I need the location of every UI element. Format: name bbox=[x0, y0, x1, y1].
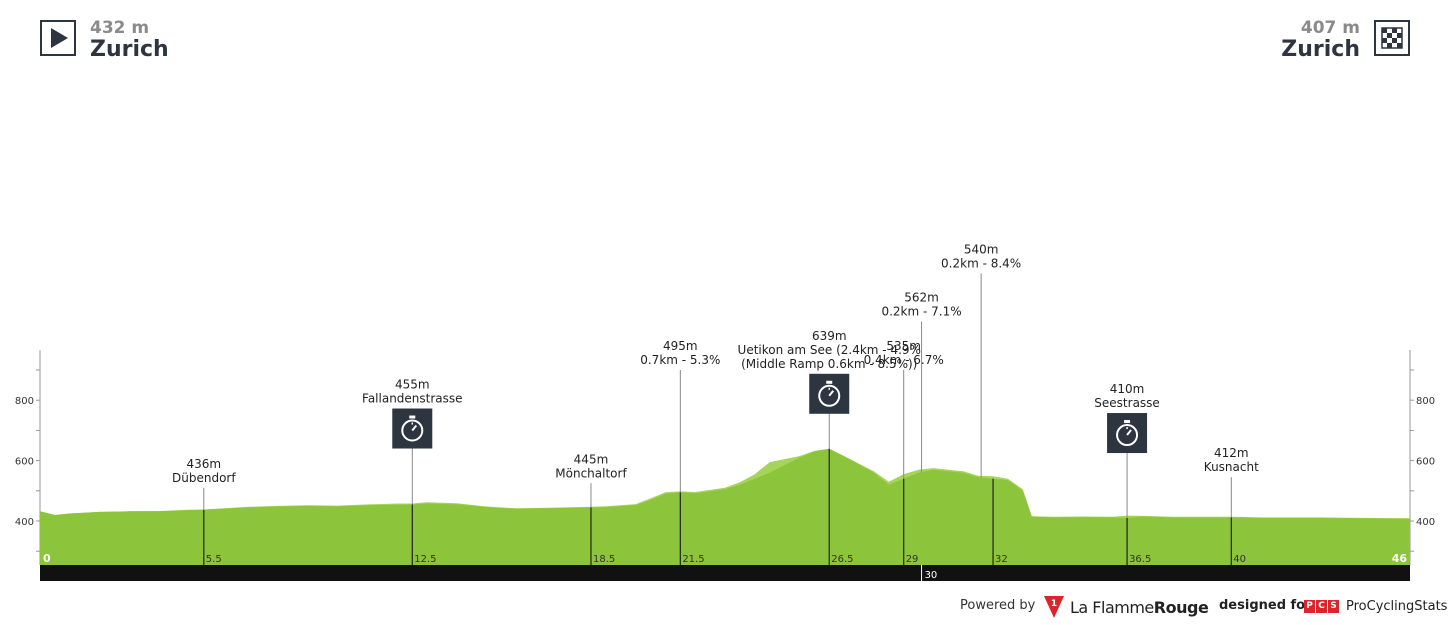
annotation-label-line: 562m bbox=[904, 291, 939, 305]
procyclingstats-logo[interactable]: P C S ProCyclingStats bbox=[1304, 599, 1447, 614]
laflammerouge-brand-b: Rouge bbox=[1153, 597, 1209, 617]
powered-by-label: Powered by bbox=[960, 598, 1036, 613]
annotation-label-line: 412m bbox=[1214, 446, 1249, 460]
designed-for-label: designed for bbox=[1219, 598, 1312, 613]
annotation-label-line: Fallandenstrasse bbox=[362, 392, 463, 406]
pcs-name: ProCyclingStats bbox=[1346, 599, 1448, 614]
annotation-label-line: 0.4km - 6.7% bbox=[864, 353, 944, 367]
stopwatch-icon-dial bbox=[818, 384, 841, 407]
km-end-label: 46 bbox=[1392, 552, 1408, 565]
annotation-label-line: (Middle Ramp 0.6km - 8.5%)) bbox=[741, 357, 917, 371]
pcs-letter-c: C bbox=[1316, 600, 1327, 613]
y-tick-label-left: 600 bbox=[15, 457, 34, 468]
annotation-label-line: 455m bbox=[395, 378, 430, 392]
annotation-label-line: Dübendorf bbox=[172, 471, 236, 485]
start-city: Zurich bbox=[90, 37, 169, 62]
annotation-label-line: 0.7km - 5.3% bbox=[640, 353, 720, 367]
km-marker-label: 5.5 bbox=[206, 554, 222, 565]
laflammerouge-brand-a: La Flamme bbox=[1070, 597, 1154, 617]
stopwatch-icon bbox=[809, 373, 850, 414]
finish-city: Zurich bbox=[1281, 37, 1360, 62]
annotation-label-line: 495m bbox=[663, 339, 698, 353]
laflammerouge-number: 1 bbox=[1051, 599, 1057, 609]
stopwatch-icon-crown bbox=[826, 380, 833, 384]
annotation-label-line: Kusnacht bbox=[1204, 460, 1259, 474]
laflammerouge-flag-icon: 1 bbox=[1044, 596, 1064, 618]
km-marker-label: 12.5 bbox=[414, 554, 436, 565]
annotation-label-line: 436m bbox=[187, 457, 222, 471]
stopwatch-icon-dial bbox=[401, 419, 424, 442]
stopwatch-icon-hand bbox=[828, 390, 835, 397]
finish-altitude: 407 m bbox=[1300, 18, 1360, 38]
profile-area-dark bbox=[40, 448, 1410, 565]
y-tick-label-right: 400 bbox=[1416, 517, 1435, 528]
annotation-label-line: 445m bbox=[574, 452, 609, 466]
stopwatch-icon-crown bbox=[1124, 420, 1131, 424]
stopwatch-icon bbox=[1107, 413, 1148, 454]
stopwatch-icon-bg bbox=[1107, 413, 1148, 454]
y-tick-label-left: 800 bbox=[15, 396, 34, 407]
annotation-label-line: Mönchaltorf bbox=[555, 466, 627, 480]
annotation-label-line: 540m bbox=[964, 242, 999, 256]
km-marker-label: 36.5 bbox=[1129, 554, 1151, 565]
y-tick-label-right: 800 bbox=[1416, 396, 1435, 407]
km-axis-bar bbox=[40, 565, 1410, 581]
km-marker-label: 18.5 bbox=[593, 554, 615, 565]
pcs-letter-s: S bbox=[1328, 600, 1339, 613]
annotation-label-line: Uetikon am See (2.4km - 4.9% bbox=[738, 343, 921, 357]
stopwatch-icon-hand bbox=[1126, 429, 1132, 436]
start-altitude: 432 m bbox=[90, 18, 150, 38]
y-tick-label-left: 400 bbox=[15, 517, 34, 528]
stopwatch-icon-crown bbox=[409, 415, 416, 419]
annotation-label-line: 410m bbox=[1110, 382, 1145, 396]
pcs-letter-p: P bbox=[1304, 600, 1315, 613]
annotation-label-line: 639m bbox=[812, 329, 847, 343]
annotation-label-line: Seestrasse bbox=[1094, 396, 1160, 410]
km-marker-label: 29 bbox=[906, 554, 919, 565]
km-end-label: 0 bbox=[43, 552, 51, 565]
axis-marker-label: 30 bbox=[925, 570, 938, 581]
stopwatch-icon-dial bbox=[1116, 424, 1139, 447]
km-marker-label: 26.5 bbox=[831, 554, 853, 565]
annotation-label-line: 0.2km - 7.1% bbox=[881, 305, 961, 319]
y-tick-label-right: 600 bbox=[1416, 457, 1435, 468]
km-marker-label: 40 bbox=[1233, 554, 1246, 565]
stopwatch-icon bbox=[392, 408, 433, 449]
stopwatch-icon-bg bbox=[809, 373, 850, 414]
annotation-label-line: 0.2km - 8.4% bbox=[941, 256, 1021, 270]
start-flag-icon bbox=[40, 20, 76, 56]
km-markers bbox=[203, 448, 1232, 565]
annotation-label-line: 535m bbox=[886, 339, 921, 353]
stopwatch-icon-hand bbox=[411, 424, 418, 432]
km-marker-label: 21.5 bbox=[682, 554, 704, 565]
stopwatch-icon-bg bbox=[392, 408, 433, 449]
laflammerouge-logo[interactable]: 1 La FlammeRouge bbox=[1044, 596, 1209, 618]
km-labels: 0 5.5 12.5 18.5 21.5 26.5 29 32 36.5 40 46 30 bbox=[43, 552, 1407, 581]
finish-checkered-flag-icon bbox=[1374, 20, 1410, 56]
laflammerouge-brand: La FlammeRouge bbox=[1070, 597, 1209, 617]
km-marker-label: 32 bbox=[995, 554, 1008, 565]
